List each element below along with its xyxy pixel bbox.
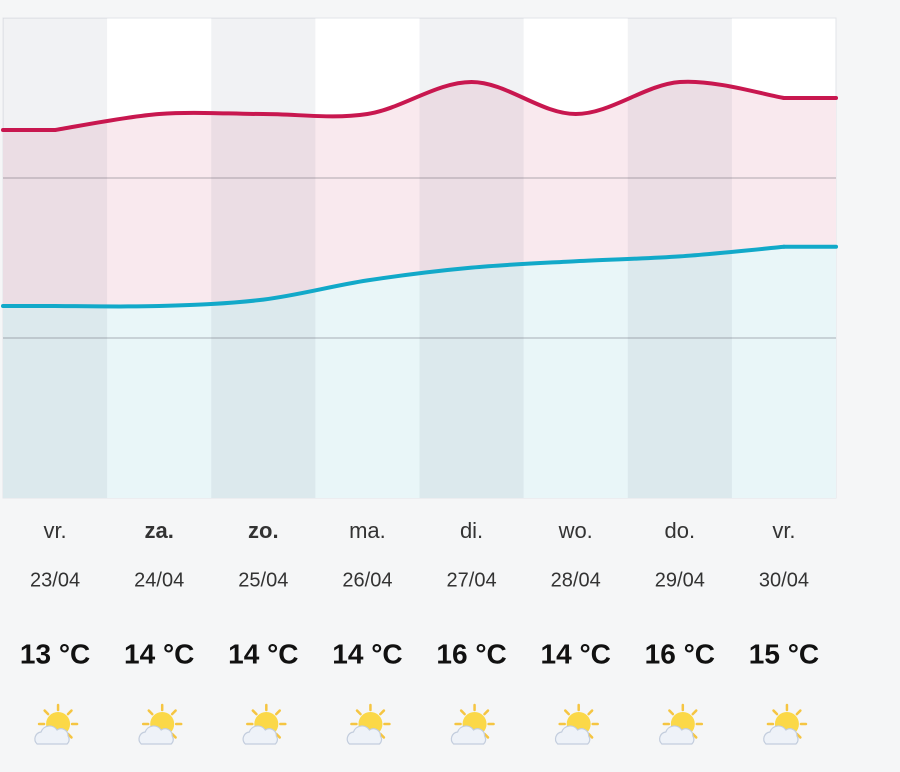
sun-ray (379, 709, 386, 716)
date-label: 24/04 (134, 569, 184, 591)
sun-ray (772, 709, 779, 716)
sun-ray (564, 709, 571, 716)
column-stripe (419, 18, 524, 498)
day-label: ma. (349, 518, 386, 543)
date-label: 23/04 (30, 569, 80, 591)
cloud (450, 725, 487, 745)
cloud (659, 725, 695, 745)
max-temp-label: 15 °C (749, 638, 819, 669)
date-label: 28/04 (551, 569, 601, 591)
weather-icon (346, 703, 391, 745)
sun-ray (587, 709, 594, 716)
cloud (346, 725, 383, 745)
weather-icon (554, 703, 599, 745)
sun-ray (251, 709, 258, 716)
cloud (554, 725, 591, 745)
cloud (34, 725, 70, 745)
date-label: 30/04 (759, 569, 809, 591)
sun-ray (66, 709, 73, 716)
max-temp-label: 16 °C (436, 638, 506, 669)
weather-icon (763, 703, 808, 745)
range-fill (3, 81, 836, 307)
low-fill (3, 246, 836, 498)
weather-icon (450, 703, 495, 745)
day-label: do. (665, 518, 696, 543)
sun-ray (274, 709, 281, 716)
cloud (242, 725, 278, 745)
max-temp-label: 14 °C (541, 638, 611, 669)
max-temp-label: 14 °C (332, 638, 402, 669)
day-label: vr. (772, 518, 795, 543)
sun-ray (147, 709, 154, 716)
temperature-line (53, 244, 786, 309)
column-stripe (3, 18, 108, 498)
weather-icon (34, 703, 79, 745)
date-label: 27/04 (447, 569, 497, 591)
column-stripe (211, 18, 316, 498)
max-temp-label: 14 °C (228, 638, 298, 669)
day-label: vr. (43, 518, 66, 543)
sun-ray (483, 709, 490, 716)
day-label: zo. (248, 518, 279, 543)
sun-ray (795, 709, 802, 716)
weather-icon (659, 703, 704, 745)
sun-ray (691, 709, 698, 716)
weather-icon (138, 703, 183, 745)
max-temp-label: 14 °C (124, 638, 194, 669)
sun-ray (170, 709, 177, 716)
day-label: di. (460, 518, 483, 543)
date-label: 25/04 (238, 569, 288, 591)
max-temp-label: 16 °C (645, 638, 715, 669)
max-temp-label: 13 °C (20, 638, 90, 669)
date-label: 26/04 (342, 569, 392, 591)
day-label: za. (145, 518, 174, 543)
sun-ray (459, 709, 466, 716)
weather-icon (242, 703, 287, 745)
sun-ray (43, 709, 50, 716)
sun-ray (355, 709, 362, 716)
date-label: 29/04 (655, 569, 705, 591)
sun-ray (668, 709, 675, 716)
cloud (763, 725, 799, 745)
cloud (138, 725, 174, 745)
temperature-line (53, 79, 786, 132)
day-label: wo. (558, 518, 593, 543)
